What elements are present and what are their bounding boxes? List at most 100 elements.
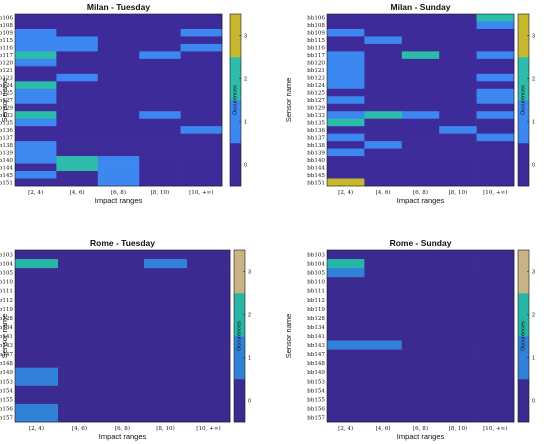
- heatmap-cell: [401, 178, 440, 187]
- x-tick-label: [8, 10): [156, 425, 175, 432]
- heatmap-cell: [364, 295, 403, 305]
- colorbar-label: Occurences: [521, 85, 527, 115]
- y-tick-label: bb145: [307, 173, 325, 179]
- heatmap-cell: [180, 118, 223, 127]
- heatmap-cell: [327, 268, 365, 278]
- heatmap-cell: [439, 88, 477, 97]
- heatmap-cell: [15, 171, 57, 179]
- heatmap-cell: [327, 14, 365, 22]
- y-tick-label: bb139: [307, 150, 325, 156]
- heatmap-cell: [15, 156, 57, 164]
- heatmap-cell: [56, 73, 99, 82]
- x-tick-label: [8, 10): [449, 425, 468, 432]
- heatmap-cell: [139, 14, 181, 22]
- heatmap-cell: [97, 51, 140, 60]
- heatmap-cell: [15, 133, 57, 142]
- heatmap-cell: [401, 412, 440, 423]
- heatmap-cell: [476, 111, 515, 119]
- heatmap-cell: [401, 340, 440, 350]
- heatmap-cell: [144, 286, 188, 296]
- heatmap-cell: [439, 358, 477, 368]
- heatmap-cell: [58, 340, 102, 350]
- heatmap-cell: [58, 349, 102, 359]
- heatmap-cell: [180, 88, 223, 97]
- y-tick-label: bb103: [307, 253, 325, 259]
- heatmap-cell: [476, 259, 515, 269]
- colorbar-tick-label: 3: [248, 270, 251, 276]
- y-tick-label: bb133: [307, 113, 325, 119]
- y-tick-label: bb112: [0, 298, 13, 304]
- heatmap-cell: [97, 73, 140, 82]
- heatmap-cell: [401, 394, 440, 405]
- heatmap-cell: [476, 73, 515, 82]
- colorbar-tick-label: 1: [244, 120, 247, 126]
- heatmap-cell: [476, 81, 515, 90]
- heatmap-cell: [327, 358, 365, 368]
- x-axis-label: Impact ranges: [397, 432, 445, 441]
- heatmap-cell: [101, 322, 145, 332]
- heatmap-cell: [401, 171, 440, 179]
- y-tick-label: bb138: [307, 143, 325, 149]
- heatmap-cell: [180, 148, 223, 157]
- y-tick-label: bb140: [307, 158, 325, 164]
- heatmap-cell: [97, 171, 140, 179]
- y-tick-label: bb106: [0, 16, 13, 22]
- x-axis-label: Impact ranges: [99, 432, 147, 441]
- heatmap-cell: [97, 126, 140, 134]
- heatmap-cell: [439, 349, 477, 359]
- heatmap-cell: [101, 250, 145, 260]
- heatmap-cell: [364, 81, 403, 90]
- heatmap-cell: [101, 268, 145, 278]
- heatmap-cell: [476, 28, 515, 37]
- heatmap-cell: [15, 358, 59, 368]
- heatmap-cell: [187, 331, 231, 341]
- heatmap-cell: [439, 96, 477, 105]
- y-tick-label: bb111: [307, 289, 325, 295]
- heatmap-cell: [364, 51, 403, 60]
- heatmap-cell: [187, 277, 231, 287]
- colorbar-tick-label: 2: [532, 313, 535, 319]
- x-tick-label: [10, +∞): [196, 425, 220, 432]
- heatmap-cell: [439, 118, 477, 127]
- heatmap-cell: [144, 304, 188, 314]
- colorbar-segment: [518, 57, 529, 101]
- x-tick-label: [2, 4): [338, 425, 353, 432]
- heatmap-cell: [15, 43, 57, 52]
- heatmap-cell: [97, 118, 140, 127]
- y-axis-label: Sensor name: [0, 314, 9, 359]
- heatmap-cell: [364, 96, 403, 105]
- heatmap-cell: [439, 163, 477, 172]
- heatmap-cell: [15, 331, 59, 341]
- heatmap-cell: [439, 14, 477, 22]
- heatmap-cell: [364, 286, 403, 296]
- heatmap-cell: [58, 385, 102, 396]
- heatmap-cell: [144, 412, 188, 423]
- heatmap-cell: [439, 385, 477, 396]
- y-tick-label: bb124: [0, 83, 13, 89]
- heatmap-cell: [364, 250, 403, 260]
- heatmap-cell: [364, 331, 403, 341]
- heatmap-cell: [15, 349, 59, 359]
- heatmap-cell: [187, 358, 231, 368]
- heatmap-cell: [327, 81, 365, 90]
- heatmap-cell: [327, 340, 365, 350]
- heatmap-cell: [101, 259, 145, 269]
- y-tick-label: bb148: [0, 361, 13, 367]
- heatmap-cell: [97, 21, 140, 30]
- y-tick-label: bb135: [0, 120, 13, 126]
- heatmap-cell: [15, 141, 57, 149]
- colorbar-segment: [234, 250, 245, 294]
- heatmap-cell: [364, 376, 403, 387]
- heatmap-cell: [56, 58, 99, 67]
- heatmap-cell: [101, 358, 145, 368]
- heatmap-cell: [476, 268, 515, 278]
- heatmap-cell: [476, 96, 515, 105]
- heatmap-cell: [439, 367, 477, 378]
- heatmap-cell: [439, 250, 477, 260]
- heatmap-cell: [476, 66, 515, 75]
- heatmap-cell: [187, 385, 231, 396]
- y-tick-label: bb156: [307, 406, 325, 412]
- heatmap-cell: [401, 58, 440, 67]
- heatmap-cell: [58, 358, 102, 368]
- colorbar-segment: [518, 143, 529, 187]
